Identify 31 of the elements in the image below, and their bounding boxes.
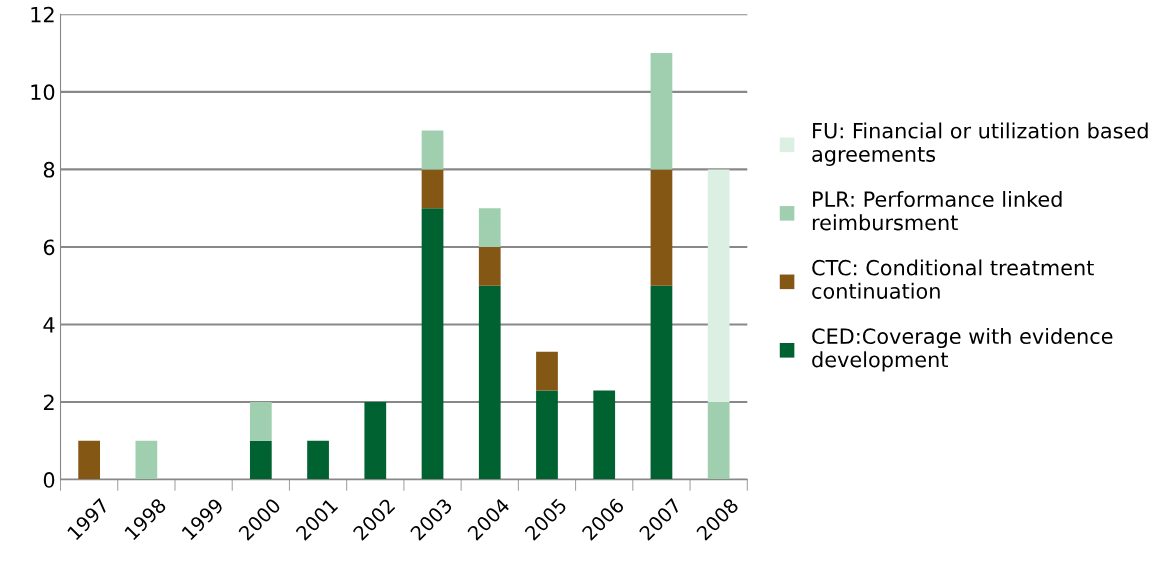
- bar: [536, 390, 558, 480]
- bar: [707, 169, 730, 403]
- bar: [478, 285, 501, 480]
- legend-label: FU: Financial or utilization based agreements: [812, 122, 1148, 166]
- bar: [249, 402, 272, 441]
- bar: [650, 169, 673, 286]
- y-tick-label: 4: [43, 317, 55, 333]
- bar: [249, 440, 272, 480]
- y-tick-label: 10: [31, 84, 55, 101]
- bar: [421, 130, 444, 170]
- legend-label: PLR: Performance linked reimbursment: [812, 190, 1062, 231]
- bar: [593, 390, 616, 480]
- bar: [307, 440, 329, 480]
- legend-label: CED:Coverage with evidence development: [812, 327, 1113, 372]
- bar: [421, 169, 444, 209]
- bar: [478, 246, 501, 286]
- y-tick-label: 0: [43, 472, 55, 488]
- legend-label: CTC: Conditional treatment continuation: [812, 259, 1094, 299]
- y-tick-label: 12: [31, 6, 54, 23]
- bar: [135, 440, 158, 480]
- y-tick-label: 8: [43, 161, 55, 178]
- bar: [650, 285, 673, 480]
- y-tick-label: 2: [43, 394, 54, 410]
- bar: [478, 208, 501, 247]
- y-tick-label: 6: [43, 239, 55, 256]
- bar: [536, 351, 558, 391]
- bar: [364, 402, 387, 480]
- bar: [707, 402, 730, 480]
- bar: [650, 53, 673, 170]
- bar: [421, 208, 444, 480]
- bar: [78, 440, 101, 480]
